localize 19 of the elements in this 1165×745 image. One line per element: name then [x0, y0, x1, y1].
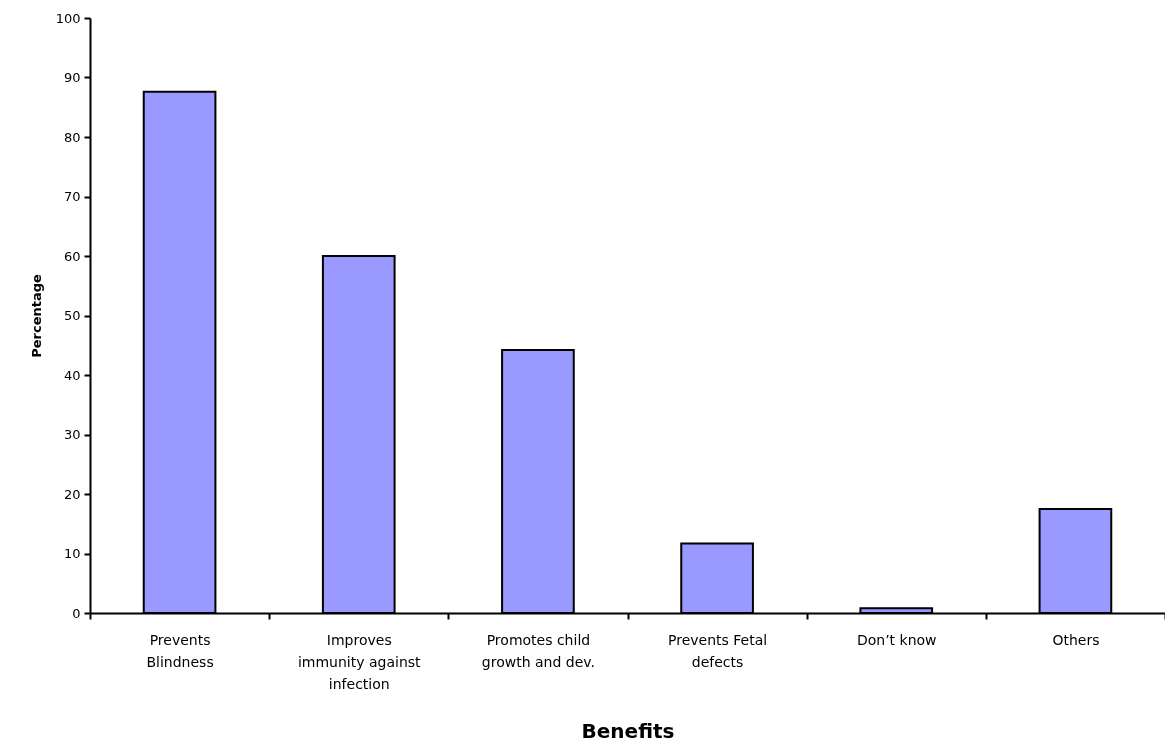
y-tick-label: 60	[63, 248, 81, 264]
y-tick-label: 40	[63, 367, 81, 383]
x-axis-title: Benefits	[581, 718, 675, 743]
y-tick-label: 10	[63, 546, 81, 561]
y-tick-label: 70	[63, 189, 81, 204]
y-tick-label: 90	[63, 70, 81, 85]
y-axis-title: Percentage	[28, 274, 44, 358]
x-tick-label: Prevents Blindness	[146, 631, 214, 670]
y-tick-label: 20	[63, 486, 81, 502]
x-tick-label: Prevents Fetal defects	[668, 631, 768, 670]
y-tick-label: 0	[72, 605, 81, 621]
x-tick-label: Promotes child growth and dev.	[481, 631, 595, 670]
y-tick-label: 50	[63, 308, 81, 323]
x-tick-label: Don’t know	[856, 631, 937, 648]
x-tick-label: Improves immunity against infection	[297, 631, 422, 692]
x-tick-label: Others	[1052, 631, 1100, 648]
y-tick-label: 100	[55, 10, 81, 26]
y-tick-label: 80	[63, 129, 81, 145]
y-tick-label: 30	[63, 427, 81, 442]
